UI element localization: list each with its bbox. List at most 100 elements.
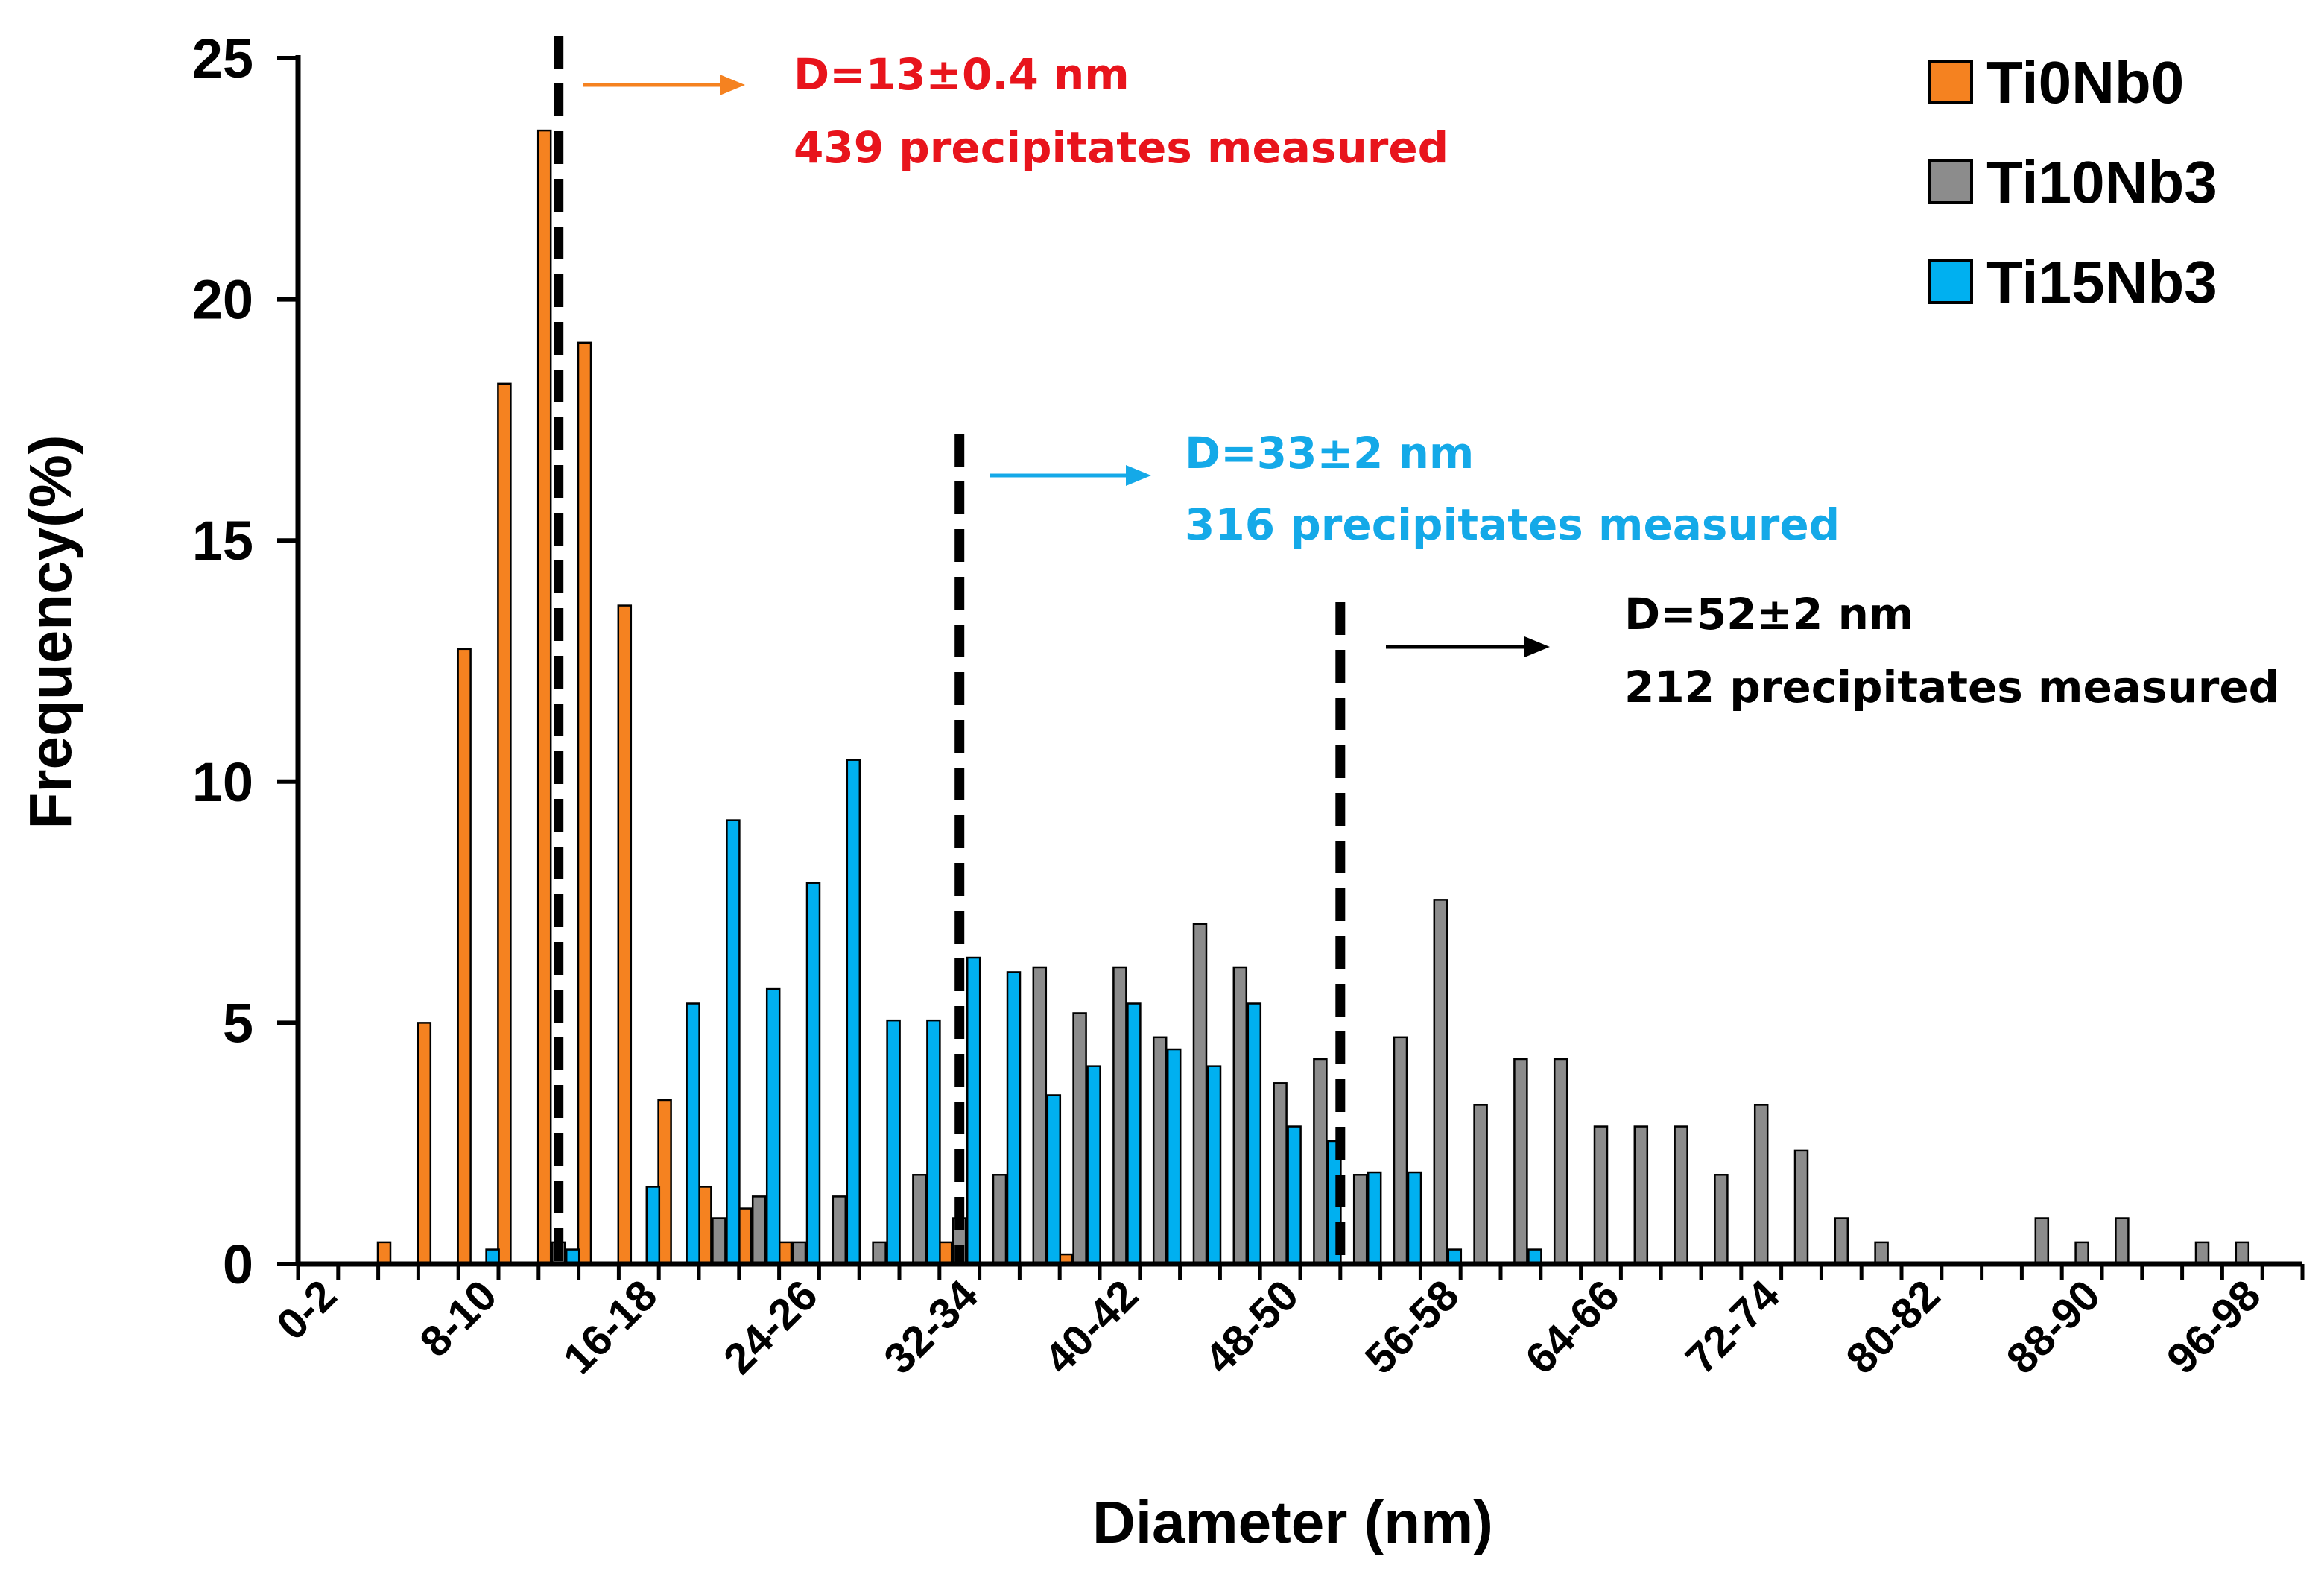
bar-ti10nb3-38-40 <box>1072 1012 1087 1265</box>
bar-ti15nb3-26-28 <box>846 759 861 1265</box>
bar-ti0nb0-24-26 <box>777 1241 793 1265</box>
bar-ti15nb3-44-46 <box>1206 1065 1222 1265</box>
x-tick-label-56-58: 56-58 <box>1356 1271 1469 1383</box>
bar-ti15nb3-52-54 <box>1367 1171 1382 1265</box>
bar-ti10nb3-74-76 <box>1793 1149 1809 1265</box>
annotation-count: 439 precipitates measured <box>794 122 1448 173</box>
bar-ti10nb3-52-54 <box>1352 1174 1368 1265</box>
bar-ti0nb0-6-8 <box>417 1022 432 1265</box>
bar-ti0nb0-12-14 <box>536 129 552 1265</box>
bar-ti10nb3-94-96 <box>2194 1241 2210 1265</box>
bar-ti15nb3-36-38 <box>1046 1094 1062 1265</box>
bar-ti10nb3-34-36 <box>992 1174 1007 1265</box>
bar-ti10nb3-30-32 <box>912 1174 927 1265</box>
bar-ti15nb3-16-18 <box>645 1186 661 1265</box>
bar-ti0nb0-10-12 <box>497 382 512 1265</box>
y-tick-label-20: 20 <box>192 269 253 331</box>
annotation-arrow-head <box>1524 636 1550 657</box>
annotation-diameter: D=33±2 nm <box>1185 428 1474 478</box>
bar-ti10nb3-22-24 <box>751 1195 767 1265</box>
bar-ti15nb3-30-32 <box>926 1019 941 1265</box>
bar-ti10nb3-42-44 <box>1152 1036 1168 1265</box>
annotation-arrow-head <box>1126 465 1151 486</box>
x-tick-label-72-74: 72-74 <box>1676 1271 1789 1383</box>
y-tick-label-5: 5 <box>223 992 253 1054</box>
bar-ti10nb3-46-48 <box>1232 966 1248 1265</box>
bar-ti15nb3-42-44 <box>1166 1048 1182 1265</box>
bar-ti15nb3-46-48 <box>1247 1002 1262 1265</box>
bar-ti0nb0-8-10 <box>457 648 472 1265</box>
y-tick-label-25: 25 <box>192 28 253 89</box>
annotation-arrow-head <box>720 75 745 95</box>
bar-ti10nb3-54-56 <box>1393 1036 1408 1265</box>
legend-swatch-ti0nb0 <box>1928 60 1973 104</box>
bar-ti10nb3-26-28 <box>832 1195 847 1265</box>
bar-ti0nb0-20-22 <box>697 1186 712 1265</box>
bar-ti15nb3-18-20 <box>686 1002 700 1265</box>
legend-label-ti10nb3: Ti10Nb3 <box>1986 149 2217 215</box>
bar-ti15nb3-32-34 <box>966 956 981 1265</box>
x-tick-label-40-42: 40-42 <box>1035 1271 1147 1383</box>
bar-ti10nb3-44-46 <box>1192 923 1208 1265</box>
bar-ti10nb3-90-92 <box>2115 1217 2130 1265</box>
bar-ti0nb0-22-24 <box>737 1207 753 1265</box>
x-tick-label-32-34: 32-34 <box>875 1271 987 1383</box>
bar-ti0nb0-18-20 <box>657 1099 672 1265</box>
bar-ti10nb3-50-52 <box>1313 1058 1328 1265</box>
bar-ti10nb3-96-98 <box>2235 1241 2250 1265</box>
x-axis-title: Diameter (nm) <box>1092 1489 1493 1555</box>
bar-ti0nb0-16-18 <box>617 604 633 1265</box>
bar-ti15nb3-24-26 <box>805 882 821 1265</box>
x-tick-label-8-10: 8-10 <box>411 1271 506 1366</box>
bar-ti10nb3-72-74 <box>1753 1104 1769 1265</box>
x-tick-label-88-90: 88-90 <box>1997 1271 2109 1383</box>
bar-ti0nb0-14-16 <box>577 341 592 1265</box>
legend: Ti0Nb0 Ti10Nb3 Ti15Nb3 <box>1928 49 2217 315</box>
y-tick-label-10: 10 <box>192 751 253 813</box>
legend-label-ti0nb0: Ti0Nb0 <box>1986 49 2184 116</box>
bar-ti15nb3-20-22 <box>726 819 741 1265</box>
bar-ti10nb3-20-22 <box>712 1217 726 1265</box>
x-tick-label-96-98: 96-98 <box>2158 1271 2270 1383</box>
bar-ti15nb3-40-42 <box>1127 1002 1142 1265</box>
x-tick-label-64-66: 64-66 <box>1516 1271 1629 1383</box>
x-tick-label-24-26: 24-26 <box>715 1271 827 1383</box>
annotations-layer: D=13±0.4 nm 439 precipitates measured D=33… <box>583 49 2279 712</box>
legend-swatch-ti15nb3 <box>1928 259 1973 304</box>
bar-ti15nb3-48-50 <box>1287 1125 1302 1265</box>
x-tick-label-48-50: 48-50 <box>1195 1271 1308 1383</box>
bar-ti10nb3-64-66 <box>1593 1125 1609 1265</box>
x-tick-label-80-82: 80-82 <box>1837 1271 1949 1383</box>
bar-ti10nb3-28-30 <box>872 1241 887 1265</box>
bar-ti15nb3-54-56 <box>1407 1171 1422 1265</box>
reference-lines-layer <box>554 36 1346 1264</box>
annotation-count: 316 precipitates measured <box>1185 499 1840 550</box>
bar-ti10nb3-56-58 <box>1433 899 1448 1265</box>
bar-ti15nb3-34-36 <box>1006 971 1022 1265</box>
bar-ti10nb3-66-68 <box>1633 1125 1649 1265</box>
bar-ti10nb3-68-70 <box>1674 1125 1688 1265</box>
bar-ti0nb0-32-34 <box>937 1241 953 1265</box>
bar-ti10nb3-88-90 <box>2074 1241 2089 1265</box>
bar-ti10nb3-24-26 <box>791 1241 807 1265</box>
y-tick-label-15: 15 <box>192 510 253 572</box>
bar-ti10nb3-40-42 <box>1112 966 1127 1265</box>
bar-ti10nb3-60-62 <box>1513 1058 1528 1265</box>
bar-ti10nb3-78-80 <box>1874 1241 1889 1265</box>
annotation-count: 212 precipitates measured <box>1624 662 2279 712</box>
bar-ti10nb3-58-60 <box>1473 1104 1488 1265</box>
bar-ti10nb3-48-50 <box>1273 1082 1288 1265</box>
bar-ti10nb3-36-38 <box>1032 966 1048 1265</box>
x-tick-label-0-2: 0-2 <box>267 1271 346 1349</box>
y-tick-label-0: 0 <box>223 1233 253 1295</box>
legend-swatch-ti10nb3 <box>1928 159 1973 204</box>
bar-ti15nb3-38-40 <box>1086 1065 1101 1265</box>
x-tick-label-16-18: 16-18 <box>554 1271 667 1383</box>
bar-ti10nb3-62-64 <box>1553 1058 1568 1265</box>
legend-label-ti15nb3: Ti15Nb3 <box>1986 249 2217 315</box>
bar-ti15nb3-28-30 <box>886 1019 901 1265</box>
bar-ti10nb3-70-72 <box>1714 1174 1729 1265</box>
bar-ti10nb3-86-88 <box>2034 1217 2050 1265</box>
annotation-diameter: D=13±0.4 nm <box>794 49 1130 100</box>
